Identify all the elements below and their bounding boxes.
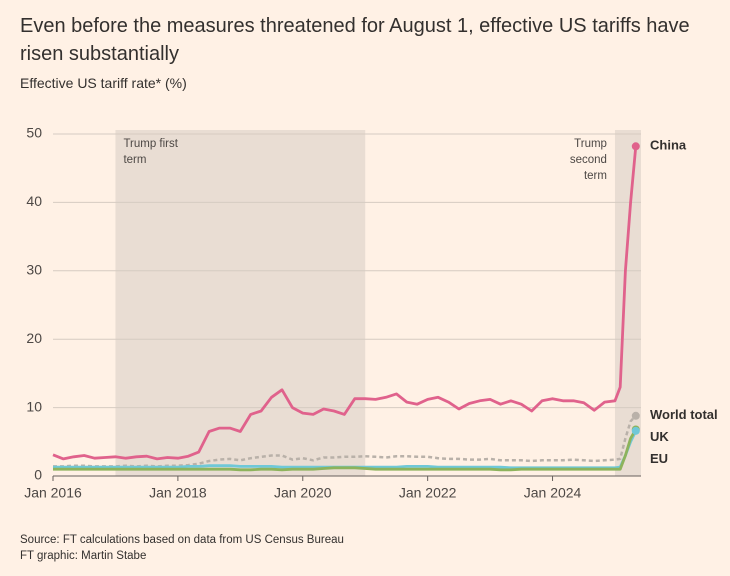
shaded-period	[115, 130, 366, 476]
chart-title: Even before the measures threatened for …	[20, 15, 690, 65]
y-tick-label: 10	[26, 398, 42, 414]
period-label: term	[123, 154, 146, 166]
x-tick-label: Jan 2022	[399, 485, 457, 501]
series-line	[53, 428, 638, 472]
y-tick-label: 30	[26, 262, 42, 278]
y-tick-label: 0	[34, 467, 42, 483]
series-label: UK	[650, 429, 669, 444]
chart-subtitle: Effective US tariff rate* (%)	[20, 75, 187, 91]
series-line	[52, 146, 638, 461]
end-dot	[631, 411, 640, 420]
shaded-period	[614, 130, 641, 476]
period-label: Trump	[574, 138, 607, 150]
end-dot	[631, 426, 640, 435]
x-tick-label: Jan 2018	[149, 485, 207, 501]
period-label: second	[570, 154, 607, 166]
y-tick-label: 50	[26, 125, 42, 141]
y-tick-label: 40	[26, 193, 42, 209]
period-label: Trump first	[123, 138, 178, 150]
series-label: World total	[650, 407, 718, 422]
y-tick-label: 20	[26, 330, 42, 346]
end-dot	[631, 142, 640, 151]
credit: FT graphic: Martin Stabe	[20, 550, 147, 562]
series-label: EU	[650, 451, 668, 466]
x-tick-label: Jan 2016	[24, 485, 82, 501]
x-tick-label: Jan 2024	[524, 485, 582, 501]
series-label: China	[650, 138, 687, 153]
x-tick-label: Jan 2020	[274, 485, 332, 501]
source: Source: FT calculations based on data fr…	[20, 534, 344, 546]
period-label: term	[584, 170, 607, 182]
